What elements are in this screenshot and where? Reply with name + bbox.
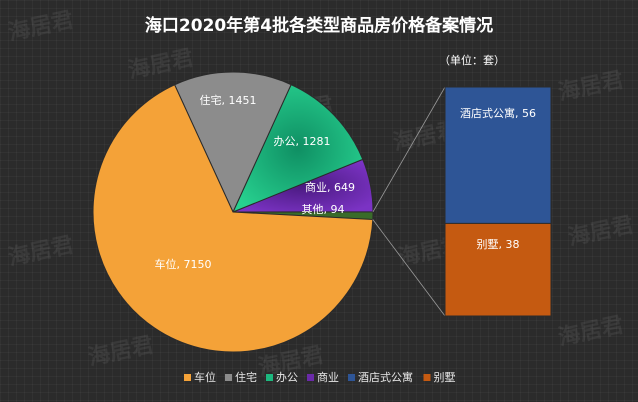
legend-item-商业: 商业 — [307, 370, 339, 384]
unit-label: （单位：套） — [439, 53, 505, 67]
watermark-text: 海居君 — [6, 232, 76, 271]
pie-to-bar-connectors — [372, 86, 446, 317]
connector-line-bottom — [372, 219, 446, 317]
pie — [92, 71, 374, 353]
bar-segment-酒店式公寓 — [444, 86, 552, 224]
watermark-text: 海居君 — [86, 332, 156, 371]
pie-label-商业: 商业, 649 — [305, 180, 355, 194]
legend-swatch — [423, 374, 431, 381]
pie-label-车位: 车位, 7150 — [155, 257, 212, 271]
bar-label-酒店式公寓: 酒店式公寓, 56 — [460, 106, 536, 120]
legend-label: 别墅 — [434, 371, 456, 384]
pie-slice-车位 — [92, 84, 374, 353]
connector-line-top — [372, 86, 446, 212]
pie-slice-住宅 — [173, 71, 292, 214]
legend-item-住宅: 住宅 — [225, 370, 257, 384]
watermark-text: 海居君 — [6, 7, 76, 46]
pie-label-办公: 办公, 1281 — [274, 135, 331, 148]
pie-label-住宅: 住宅, 1451 — [200, 93, 257, 107]
data-labels: 其他, 94 商业, 649 办公, 1281 住宅, 1451 车位, 7150 酒店式… — [155, 93, 537, 271]
watermark-text: 海居君 — [566, 212, 636, 251]
legend-label: 酒店式公寓 — [358, 370, 413, 384]
legend-swatch — [266, 374, 273, 381]
legend-swatch — [184, 374, 191, 381]
legend-label: 商业 — [317, 370, 339, 384]
bar-segment-别墅 — [444, 222, 552, 317]
legend: 车位 住宅 办公 商业 酒店式公寓 别墅 — [184, 370, 456, 384]
watermark-text: 海居君 — [556, 312, 626, 351]
legend-item-别墅: 别墅 — [423, 371, 456, 384]
legend-swatch — [225, 374, 232, 381]
legend-label: 车位 — [194, 370, 216, 384]
pie-label-其他: 其他, 94 — [302, 203, 345, 216]
watermark-text: 海居君 — [126, 45, 196, 84]
legend-label: 办公 — [276, 371, 298, 384]
stacked-bar — [444, 86, 552, 317]
bar-label-别墅: 别墅, 38 — [477, 238, 520, 251]
watermark-text: 海居君 — [556, 67, 626, 106]
legend-item-车位: 车位 — [184, 370, 216, 384]
legend-label: 住宅 — [235, 370, 257, 384]
legend-swatch — [348, 374, 355, 381]
pie-slice-办公 — [232, 83, 364, 213]
chart-title: 海口2020年第4批各类型商品房价格备案情况 — [145, 15, 493, 36]
legend-swatch — [307, 374, 314, 381]
legend-item-酒店式公寓: 酒店式公寓 — [348, 370, 413, 384]
legend-item-办公: 办公 — [266, 371, 298, 384]
